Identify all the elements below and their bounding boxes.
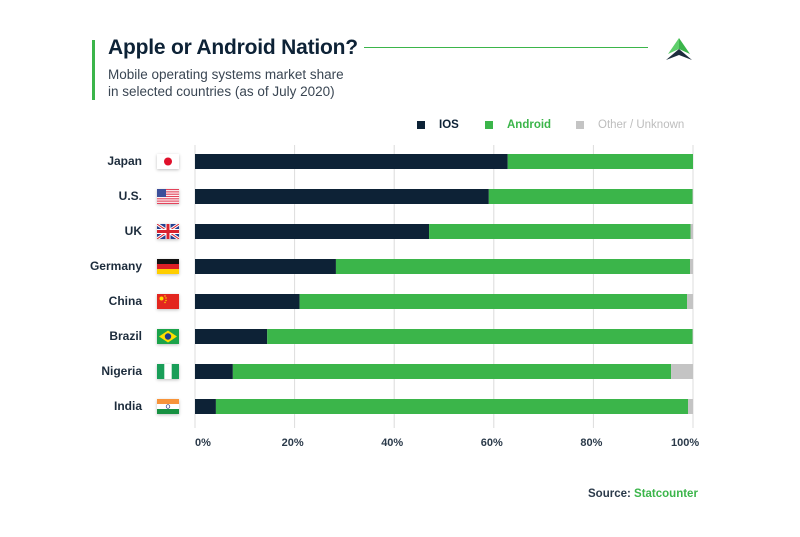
india-flag-icon — [157, 399, 179, 414]
x-tick-label: 40% — [381, 437, 404, 449]
bar-india-otherunknown — [688, 399, 693, 414]
legend-item-android: Android — [485, 119, 551, 131]
bar-india-android — [215, 399, 689, 414]
bar-germany-otherunknown — [690, 259, 693, 274]
triangle-logo-icon — [666, 38, 692, 60]
bar-japan-android — [507, 154, 693, 169]
subtitle-line-2: in selected countries (as of July 2020) — [108, 84, 335, 99]
title-divider — [364, 47, 648, 48]
china-flag-icon — [157, 294, 179, 309]
source-note: Source: Statcounter — [588, 488, 698, 500]
legend-swatch-android — [485, 121, 493, 129]
bar-us-ios — [195, 189, 489, 204]
x-tick-label: 60% — [480, 437, 503, 449]
bar-brazil-ios — [195, 329, 268, 344]
bar-germany-android — [335, 259, 691, 274]
legend-swatch-other — [576, 121, 584, 129]
germany-flag-icon — [157, 259, 179, 274]
legend-label-ios: IOS — [439, 119, 459, 131]
x-tick-label: 20% — [281, 437, 304, 449]
category-label: Nigeria — [101, 364, 142, 378]
legend: IOS Android Other / Unknown — [0, 119, 800, 135]
category-label: UK — [124, 224, 142, 238]
legend-item-other: Other / Unknown — [576, 119, 684, 131]
category-label: Germany — [89, 259, 142, 273]
bar-japan-ios — [195, 154, 508, 169]
x-tick-label: 0% — [195, 437, 211, 449]
category-label: U.S. — [118, 189, 142, 203]
chart-title: Apple or Android Nation? — [108, 36, 358, 59]
bar-germany-ios — [195, 259, 336, 274]
bar-china-ios — [195, 294, 300, 309]
japan-flag-icon — [157, 154, 179, 169]
uk-flag-icon — [157, 224, 179, 239]
legend-label-other: Other / Unknown — [598, 119, 685, 131]
source-name: Statcounter — [634, 488, 698, 500]
bar-india-ios — [195, 399, 216, 414]
bar-brazil-android — [267, 329, 693, 344]
bar-nigeria-android — [232, 364, 672, 379]
chart-subtitle: Mobile operating systems market share in… — [108, 66, 368, 100]
bar-us-android — [488, 189, 693, 204]
legend-swatch-ios — [417, 121, 425, 129]
us-flag-icon — [157, 189, 179, 204]
category-label: Japan — [107, 154, 142, 168]
category-label: Brazil — [109, 329, 142, 343]
bar-china-android — [299, 294, 688, 309]
brazil-flag-icon — [157, 329, 179, 344]
bar-nigeria-ios — [195, 364, 233, 379]
subtitle-line-1: Mobile operating systems market share — [108, 67, 344, 82]
category-label: China — [108, 294, 142, 308]
bar-uk-android — [429, 224, 691, 239]
nigeria-flag-icon — [157, 364, 179, 379]
x-tick-label: 80% — [580, 437, 603, 449]
bar-uk-ios — [195, 224, 430, 239]
bar-china-otherunknown — [687, 294, 693, 309]
category-label: India — [113, 399, 142, 413]
x-tick-label: 100% — [671, 437, 700, 449]
source-label: Source: — [588, 488, 631, 500]
legend-label-android: Android — [507, 119, 552, 131]
bar-uk-otherunknown — [690, 224, 693, 239]
legend-item-ios: IOS — [417, 119, 459, 131]
accent-bar — [92, 40, 95, 100]
bar-nigeria-otherunknown — [671, 364, 693, 379]
